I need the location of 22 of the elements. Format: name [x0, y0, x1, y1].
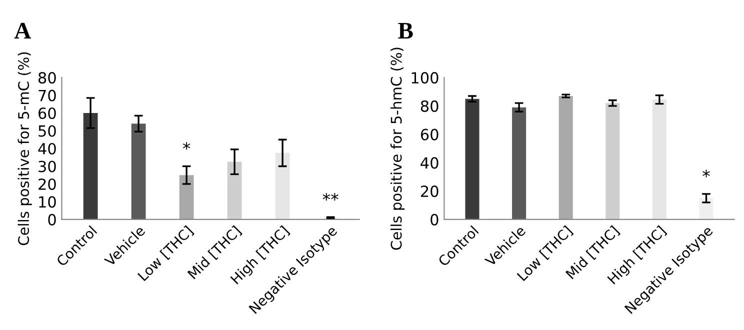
annotation: ** — [322, 192, 338, 201]
annotation: * — [182, 142, 190, 150]
y-tick-label: 10 — [39, 196, 56, 208]
y-tick-label: 60 — [38, 107, 56, 120]
y-tick-label: 20 — [38, 178, 56, 190]
chart-title: A — [14, 22, 32, 38]
chart-title: B — [398, 23, 413, 39]
y-tick-label: 80 — [420, 100, 438, 112]
y-tick-label: 100 — [412, 72, 438, 84]
y-axis-title: Cells positive for 5-mC (%) — [18, 52, 32, 246]
y-tick-label: 80 — [38, 72, 56, 84]
y-tick-label: 20 — [420, 186, 438, 198]
y-axis-title: Cells positive for 5-hmC (%) — [390, 48, 405, 250]
y-tick-label: 40 — [420, 157, 438, 169]
y-tick-label: 40 — [38, 142, 56, 155]
y-tick-label: 50 — [38, 125, 56, 137]
y-tick-label: 70 — [38, 90, 56, 102]
y-tick-label: 0 — [430, 214, 438, 226]
y-tick-label: 60 — [420, 128, 438, 140]
y-tick-label: 0 — [48, 214, 56, 226]
y-tick-label: 30 — [38, 160, 56, 172]
annotation: * — [702, 170, 710, 178]
